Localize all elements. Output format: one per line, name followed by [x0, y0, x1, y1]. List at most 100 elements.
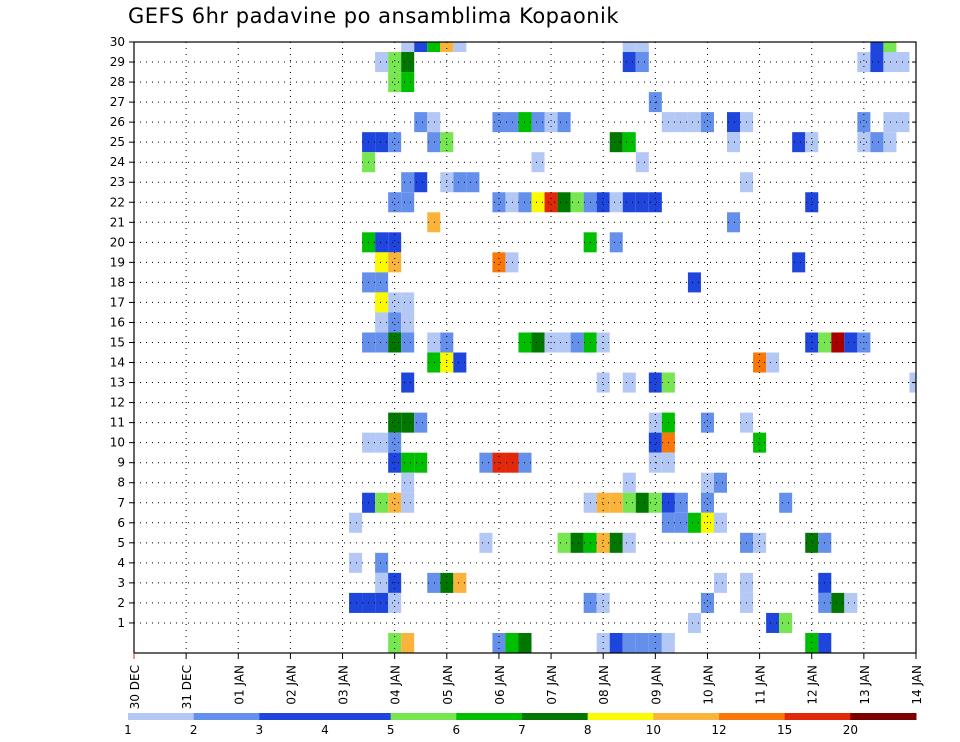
heatmap-cell: [687, 272, 701, 293]
y-tick-label: 13: [110, 376, 125, 390]
heatmap-cell: [622, 372, 636, 393]
heatmap-cell: [401, 412, 415, 433]
heatmap-cell: [427, 332, 441, 353]
legend-swatch: [128, 713, 195, 720]
heatmap-cell: [674, 512, 688, 533]
heatmap-cell: [375, 272, 389, 293]
y-tick-label: 10: [110, 436, 125, 450]
heatmap-cell: [453, 172, 467, 193]
heatmap-cells: [349, 42, 916, 653]
heatmap-cell: [375, 432, 389, 453]
heatmap-cell: [375, 552, 389, 573]
heatmap-cell: [870, 132, 884, 153]
heatmap-cell: [492, 192, 506, 213]
heatmap-cell: [687, 512, 701, 533]
heatmap-cell: [375, 592, 389, 613]
heatmap-cell: [622, 132, 636, 153]
legend-swatch: [390, 713, 457, 720]
heatmap-cell: [609, 192, 623, 213]
heatmap-cell: [609, 492, 623, 513]
heatmap-cell: [700, 492, 714, 513]
x-tick-label: 30 DEC: [128, 665, 142, 709]
legend-swatch: [456, 713, 523, 720]
legend-swatch: [522, 713, 589, 720]
y-tick-label: 1: [117, 616, 125, 630]
heatmap-cell: [531, 192, 545, 213]
heatmap-cell: [883, 42, 897, 53]
heatmap-cell: [375, 292, 389, 313]
heatmap-cell: [596, 192, 610, 213]
y-tick-label: 9: [117, 456, 125, 470]
legend-label: 15: [777, 723, 792, 737]
heatmap-cell: [648, 432, 662, 453]
y-tick-label: 8: [117, 476, 125, 490]
heatmap-cell: [505, 112, 519, 133]
heatmap-cell: [648, 372, 662, 393]
legend-label: 5: [387, 723, 395, 737]
heatmap-cell: [622, 632, 636, 653]
heatmap-cell: [870, 52, 884, 73]
y-tick-label: 15: [110, 335, 125, 349]
y-tick-label: 19: [110, 255, 125, 269]
heatmap-cell: [635, 52, 649, 73]
heatmap-cell: [674, 492, 688, 513]
heatmap-cell: [570, 532, 584, 553]
heatmap-cell: [505, 452, 519, 473]
heatmap-cell: [661, 632, 675, 653]
heatmap-cell: [388, 72, 402, 93]
grid-lines: [134, 42, 916, 653]
heatmap-cell: [727, 112, 741, 133]
heatmap-cell: [766, 352, 780, 373]
x-tick-label: 07 JAN: [545, 665, 559, 705]
heatmap-cell: [557, 112, 571, 133]
heatmap-cell: [687, 612, 701, 633]
x-tick-label: 05 JAN: [441, 665, 455, 705]
heatmap-cell: [388, 192, 402, 213]
y-tick-label: 7: [117, 496, 125, 510]
heatmap-cell: [388, 412, 402, 433]
heatmap-cell: [700, 412, 714, 433]
heatmap-cell: [375, 332, 389, 353]
heatmap-cell: [753, 432, 767, 453]
legend-label: 10: [646, 723, 661, 737]
heatmap-cell: [401, 42, 415, 53]
heatmap-cell: [557, 332, 571, 353]
heatmap-cell: [609, 532, 623, 553]
x-tick-label: 06 JAN: [493, 665, 507, 705]
heatmap-cell: [518, 632, 532, 653]
y-tick-label: 3: [117, 576, 125, 590]
heatmap-cell: [440, 42, 454, 53]
heatmap-cell: [831, 592, 845, 613]
heatmap-cell: [635, 42, 649, 53]
heatmap-cell: [753, 532, 767, 553]
y-tick-label: 18: [110, 275, 125, 289]
legend-label: 12: [711, 723, 726, 737]
heatmap-cell: [401, 372, 415, 393]
x-tick-label: 10 JAN: [701, 665, 715, 705]
heatmap-cell: [857, 52, 871, 73]
heatmap-cell: [648, 492, 662, 513]
heatmap-cell: [453, 352, 467, 373]
heatmap-cell: [622, 472, 636, 493]
heatmap-cell: [870, 42, 884, 53]
heatmap-cell: [375, 312, 389, 333]
heatmap-cell: [531, 332, 545, 353]
heatmap-cell: [427, 112, 441, 133]
heatmap-cell: [687, 112, 701, 133]
heatmap-cell: [388, 492, 402, 513]
x-tick-label: 08 JAN: [597, 665, 611, 705]
heatmap-cell: [596, 592, 610, 613]
y-tick-label: 14: [110, 356, 125, 370]
heatmap-cell: [349, 592, 363, 613]
heatmap-cell: [635, 492, 649, 513]
heatmap-cell: [805, 532, 819, 553]
heatmap-cell: [779, 492, 793, 513]
heatmap-cell: [635, 192, 649, 213]
heatmap-cell: [453, 42, 467, 53]
heatmap-cell: [805, 192, 819, 213]
heatmap-cell: [648, 412, 662, 433]
y-tick-label: 16: [110, 315, 125, 329]
legend-label: 4: [321, 723, 329, 737]
heatmap-cell: [570, 332, 584, 353]
